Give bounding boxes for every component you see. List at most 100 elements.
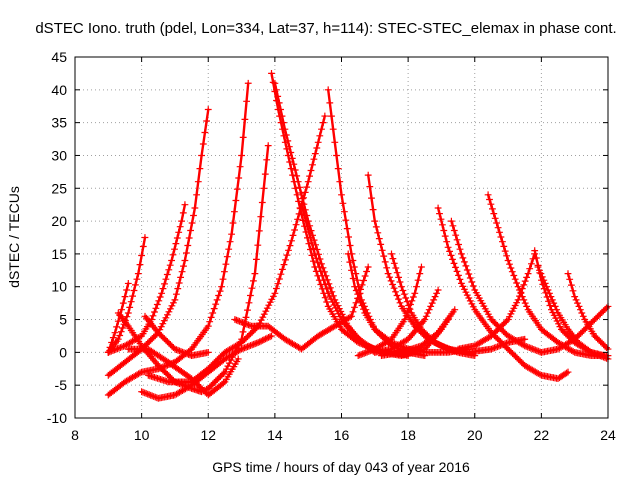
y-tick-label: 0 (59, 344, 67, 360)
data-point (587, 319, 595, 327)
data-point (319, 119, 327, 126)
data-point (521, 299, 529, 307)
data-point (162, 314, 170, 322)
data-point (130, 287, 138, 294)
data-point (598, 309, 606, 316)
data-point (244, 333, 251, 340)
data-point (500, 341, 507, 348)
data-point (200, 387, 208, 394)
data-point (266, 333, 274, 341)
data-point (290, 160, 298, 168)
data-point (469, 303, 477, 311)
data-point (329, 298, 336, 306)
data-point (274, 280, 282, 288)
data-point (168, 257, 175, 264)
data-point (165, 339, 173, 347)
data-point (498, 339, 506, 347)
series-arc-4 (104, 106, 212, 379)
data-point (441, 232, 449, 240)
data-point (294, 178, 302, 186)
data-point (239, 328, 247, 336)
axis-ticks: 8 10 12 14 16 18 20 22 24 -10 -5 0 5 10 15 20 25 30 35 40 45 (47, 49, 616, 443)
data-point (503, 317, 510, 325)
data-point (413, 283, 420, 291)
data-point (168, 302, 176, 310)
data-point (344, 250, 352, 258)
data-point (500, 328, 507, 335)
y-tick-label: -10 (47, 410, 67, 426)
data-point (206, 383, 214, 391)
data-point (310, 155, 318, 163)
data-point (323, 298, 331, 306)
data-point (312, 254, 320, 262)
data-point (488, 332, 495, 340)
data-point (501, 319, 509, 326)
data-point (238, 339, 245, 346)
series-arc-2 (104, 234, 149, 356)
data-point (338, 191, 345, 199)
data-point (510, 272, 518, 279)
data-point (424, 331, 431, 339)
data-point (449, 222, 457, 230)
data-point (164, 338, 171, 345)
y-tick-label: -5 (55, 377, 68, 393)
grid (75, 57, 608, 418)
data-point (411, 289, 419, 297)
data-point (579, 312, 587, 320)
data-point (218, 283, 225, 291)
data-point (150, 333, 158, 341)
data-point (360, 277, 367, 284)
data-point (396, 299, 404, 307)
data-point (250, 277, 257, 285)
data-point (152, 304, 160, 312)
data-point (377, 241, 385, 248)
data-point (270, 292, 277, 300)
data-point (260, 336, 268, 343)
data-point (524, 270, 532, 277)
data-point (431, 293, 439, 300)
data-point (280, 261, 288, 268)
data-point (263, 304, 271, 312)
data-point (366, 183, 374, 190)
data-point (114, 317, 122, 325)
data-point (402, 312, 410, 320)
data-point (221, 368, 229, 376)
data-point (204, 322, 212, 330)
data-point (425, 306, 433, 314)
series-arc-9 (141, 312, 212, 359)
data-point (293, 172, 301, 180)
data-point (213, 356, 221, 364)
data-point (226, 359, 233, 367)
data-point (548, 296, 556, 304)
data-point (440, 343, 448, 351)
data-point (133, 275, 141, 283)
data-point (223, 253, 231, 261)
x-tick-label: 22 (534, 427, 550, 443)
data-point (371, 217, 379, 225)
data-point (233, 185, 241, 193)
data-point (518, 359, 526, 366)
data-point (563, 369, 570, 377)
data-point (571, 293, 579, 300)
data-point (204, 106, 212, 113)
data-point (165, 308, 173, 316)
data-point (461, 285, 468, 293)
data-point (293, 191, 301, 199)
data-point (254, 339, 262, 346)
series-arc-27 (534, 263, 609, 360)
data-point (513, 354, 521, 362)
series-arc-20 (371, 286, 442, 356)
data-point (301, 212, 308, 219)
data-point (601, 352, 609, 360)
data-point (572, 296, 580, 304)
data-point (574, 332, 582, 340)
data-point (600, 307, 607, 315)
data-point (438, 342, 446, 350)
data-point (299, 206, 307, 214)
data-point (310, 245, 317, 252)
data-point (386, 336, 394, 344)
data-point (468, 300, 476, 308)
data-point (320, 276, 328, 284)
data-point (173, 290, 180, 298)
data-point (492, 320, 500, 328)
